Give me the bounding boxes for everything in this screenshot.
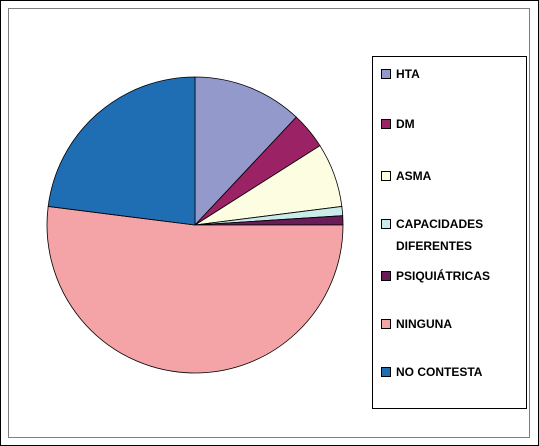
legend-label: NO CONTESTA [396, 365, 483, 379]
legend-label: CAPACIDADES DIFERENTES [396, 217, 484, 253]
legend-item: DM [381, 113, 526, 135]
legend-item: PSIQUIÁTRICAS [381, 265, 526, 287]
pie-slice [194, 76, 297, 227]
legend-label: DM [396, 117, 415, 131]
legend-swatch [381, 319, 391, 329]
pie-slice [46, 206, 344, 374]
legend-item: CAPACIDADES DIFERENTES [381, 213, 526, 257]
legend-swatch [381, 219, 391, 229]
legend-swatch [381, 119, 391, 129]
pie [46, 76, 344, 374]
legend-item: HTA [381, 63, 526, 85]
legend-label: HTA [396, 67, 420, 81]
legend-label: ASMA [396, 169, 432, 183]
legend-swatch [381, 271, 391, 281]
legend-swatch [381, 171, 391, 181]
legend-swatch [381, 69, 391, 79]
plot-border [8, 8, 530, 438]
legend-item: NO CONTESTA [381, 361, 526, 383]
legend-item: ASMA [381, 165, 526, 187]
pie-slice [47, 76, 196, 226]
legend-label: PSIQUIÁTRICAS [396, 269, 491, 283]
legend-label: NINGUNA [396, 317, 452, 331]
legend: HTA DM ASMA CAPACIDADES DIFERENTES PSIQUIÁTR… [372, 56, 527, 409]
legend-swatch [381, 367, 391, 377]
legend-item: NINGUNA [381, 313, 526, 335]
